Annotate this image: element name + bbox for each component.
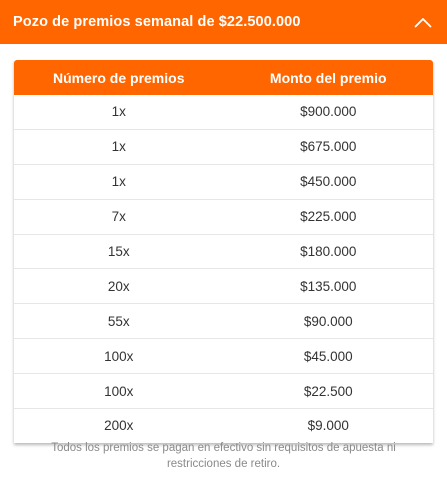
table-row: 200x $9.000	[14, 408, 433, 443]
column-header-number-of-prizes: Número de premios	[14, 60, 224, 95]
table-row: 1x $675.000	[14, 128, 433, 165]
table-row: 100x $45.000	[14, 338, 433, 374]
prize-amount-cell: $225.000	[223, 198, 433, 235]
table-row: 7x $225.000	[14, 198, 433, 235]
prize-count-cell: 200x	[14, 408, 224, 443]
prize-table: Número de premios Monto del premio 1x $9…	[14, 60, 433, 443]
prize-pool-title: Pozo de premios semanal de $22.500.000	[13, 14, 301, 30]
table-row: 100x $22.500	[14, 373, 433, 409]
prize-amount-cell: $450.000	[223, 163, 433, 200]
prize-table-card: Número de premios Monto del premio 1x $9…	[14, 60, 433, 443]
prize-amount-cell: $9.000	[223, 408, 433, 443]
prize-amount-cell: $45.000	[223, 338, 433, 374]
prize-amount-cell: $90.000	[223, 303, 433, 339]
prize-amount-cell: $135.000	[223, 268, 433, 304]
prize-amount-cell: $900.000	[300, 104, 357, 120]
prize-amount-cell: $22.500	[223, 373, 433, 409]
prize-count-cell: 100x	[14, 373, 224, 409]
prize-amount-cell: $180.000	[223, 233, 433, 269]
table-row: 55x $90.000	[14, 303, 433, 339]
table-row: 15x $180.000	[14, 233, 433, 269]
table-row: 1x $900.000	[14, 95, 433, 129]
prize-count-cell: 1x	[14, 163, 224, 200]
prize-count-cell: 55x	[14, 303, 224, 339]
prize-count-cell: 15x	[14, 233, 224, 269]
column-header-prize-amount: Monto del premio	[223, 60, 433, 95]
prize-terms-note: Todos los premios se pagan en efectivo s…	[51, 442, 396, 470]
chevron-up-icon[interactable]	[411, 12, 435, 32]
prize-count-cell: 1x	[111, 104, 126, 120]
prize-count-cell: 1x	[14, 128, 224, 165]
prize-count-cell: 20x	[14, 268, 224, 304]
prize-count-cell: 7x	[14, 198, 224, 235]
table-row: 1x $450.000	[14, 163, 433, 200]
table-header-row: Número de premios Monto del premio	[14, 60, 433, 95]
table-row: 20x $135.000	[14, 268, 433, 304]
prize-count-cell: 100x	[14, 338, 224, 374]
prize-amount-cell: $675.000	[223, 128, 433, 165]
prize-pool-header[interactable]: Pozo de premios semanal de $22.500.000	[0, 0, 447, 44]
